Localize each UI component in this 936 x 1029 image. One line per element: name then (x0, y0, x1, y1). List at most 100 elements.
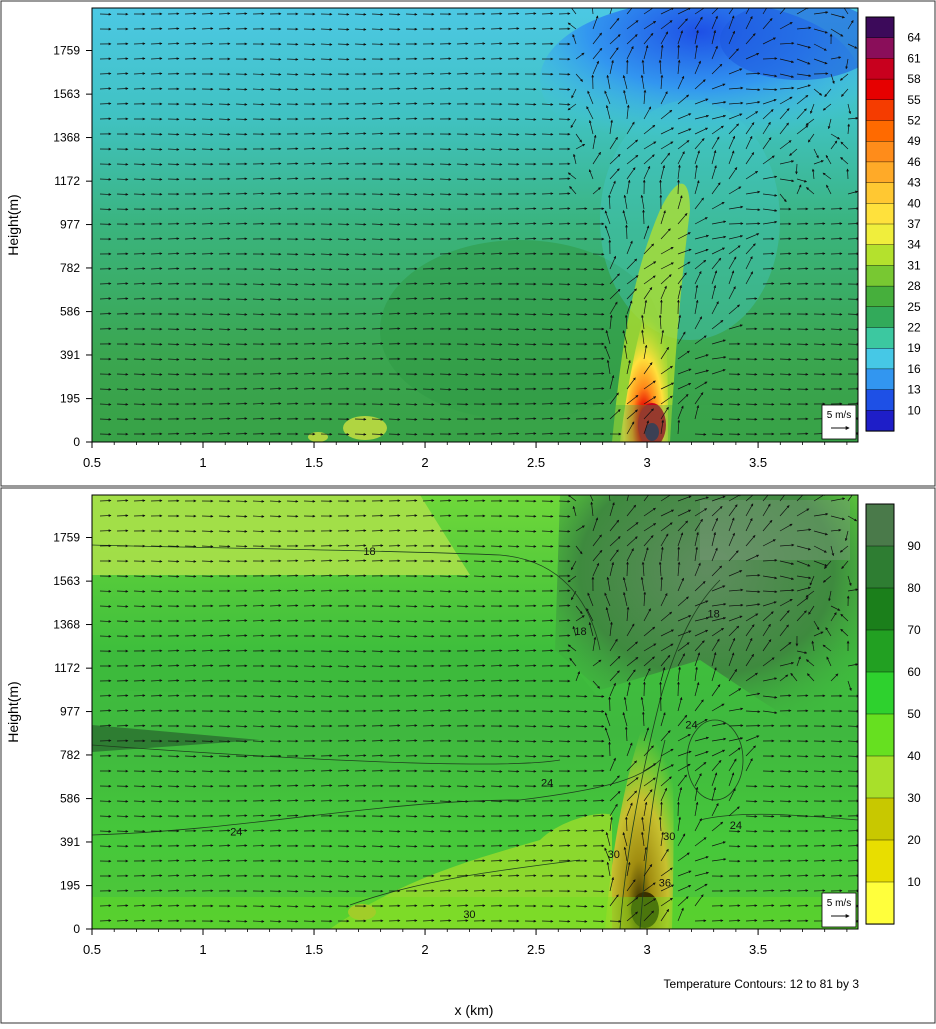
contour-label: 24 (685, 720, 697, 732)
colorbar-label: 58 (907, 72, 921, 86)
x-tick-label: 3 (643, 455, 650, 470)
contour-note: Temperature Contours: 12 to 81 by 3 (664, 977, 860, 991)
colorbar-label: 80 (907, 581, 921, 595)
x-tick-label: 0.5 (83, 942, 101, 957)
y-tick-label: 1172 (54, 661, 80, 675)
y-tick-label: 0 (73, 435, 80, 449)
y-tick-label: 1759 (53, 44, 80, 58)
x-tick-label: 0.5 (83, 455, 101, 470)
y-tick-label: 586 (60, 305, 80, 319)
colorbar-swatch (866, 369, 894, 390)
y-tick-label: 586 (60, 792, 80, 806)
colorbar-label: 61 (907, 51, 921, 65)
y-tick-label: 1563 (53, 87, 80, 101)
y-tick-label: 1368 (53, 618, 80, 632)
colorbar-swatch (866, 286, 894, 307)
colorbar-label: 19 (907, 341, 921, 355)
colorbar-swatch (866, 328, 894, 349)
colorbar-swatch (866, 410, 894, 431)
colorbar-label: 22 (907, 321, 921, 335)
colorbar-swatch (866, 100, 894, 121)
top-reference-label: 5 m/s (827, 410, 851, 421)
colorbar-swatch (866, 714, 894, 756)
colorbar-label: 13 (907, 383, 921, 397)
colorbar-label: 34 (907, 238, 921, 252)
colorbar-label: 64 (907, 31, 921, 45)
y-axis-label: Height(m) (5, 681, 21, 742)
colorbar-label: 30 (907, 791, 921, 805)
colorbar-swatch (866, 882, 894, 924)
contour-label: 30 (608, 849, 620, 861)
wind-vector (372, 209, 383, 210)
colorbar-swatch (866, 630, 894, 672)
colorbar-label: 49 (907, 134, 921, 148)
x-tick-label: 2 (421, 455, 428, 470)
colorbar-swatch (866, 840, 894, 882)
wind-vector (236, 13, 247, 14)
x-tick-label: 2 (421, 942, 428, 957)
x-tick-label: 1.5 (305, 455, 323, 470)
bottom-reference-vector: 5 m/s (822, 893, 856, 927)
colorbar-label: 28 (907, 279, 921, 293)
contour-label: 24 (730, 820, 742, 832)
colorbar-swatch (866, 348, 894, 369)
colorbar-swatch (866, 79, 894, 100)
y-tick-label: 782 (60, 748, 80, 762)
y-tick-label: 782 (60, 261, 80, 275)
contour-label: 18 (708, 608, 720, 620)
colorbar-swatch (866, 504, 894, 546)
colorbar-label: 25 (907, 300, 921, 314)
colorbar-swatch (866, 38, 894, 59)
colorbar-label: 31 (907, 258, 921, 272)
colorbar-swatch (866, 203, 894, 224)
colorbar-swatch (866, 756, 894, 798)
contour-label: 36 (659, 878, 671, 890)
colorbar-swatch (866, 265, 894, 286)
colorbar-label: 16 (907, 362, 921, 376)
y-axis-label: Height(m) (5, 194, 21, 255)
x-tick-label: 1.5 (305, 942, 323, 957)
colorbar-label: 10 (907, 403, 921, 417)
y-tick-label: 977 (60, 218, 80, 232)
y-tick-label: 0 (73, 922, 80, 936)
colorbar-swatch (866, 588, 894, 630)
colorbar-label: 20 (907, 833, 921, 847)
colorbar-swatch (866, 672, 894, 714)
x-tick-label: 1 (199, 455, 206, 470)
bottom-field (92, 495, 858, 929)
x-tick-label: 3.5 (749, 455, 767, 470)
colorbar-label: 46 (907, 155, 921, 169)
x-tick-label: 2.5 (527, 942, 545, 957)
contour-label: 18 (363, 546, 375, 558)
colorbar-swatch (866, 390, 894, 411)
x-tick-label: 2.5 (527, 455, 545, 470)
contour-label: 30 (663, 831, 675, 843)
colorbar-label: 37 (907, 217, 921, 231)
x-tick-label: 3 (643, 942, 650, 957)
y-tick-label: 1759 (53, 531, 80, 545)
colorbar-swatch (866, 798, 894, 840)
colorbar-swatch (866, 307, 894, 328)
contour-label: 24 (230, 827, 242, 839)
y-tick-label: 1563 (53, 574, 80, 588)
x-tick-label: 3.5 (749, 942, 767, 957)
colorbar-swatch (866, 162, 894, 183)
colorbar-swatch (866, 546, 894, 588)
colorbar-swatch (866, 141, 894, 162)
y-tick-label: 195 (60, 879, 80, 893)
top-reference-vector: 5 m/s (822, 405, 856, 439)
x-axis-label: x (km) (455, 1002, 494, 1018)
colorbar-label: 90 (907, 539, 921, 553)
contour-label: 24 (541, 778, 553, 790)
bottom-reference-label: 5 m/s (827, 898, 851, 909)
colorbar-label: 55 (907, 93, 921, 107)
y-tick-label: 1368 (53, 131, 80, 145)
colorbar-label: 50 (907, 707, 921, 721)
y-tick-label: 391 (60, 348, 80, 362)
colorbar-label: 70 (907, 623, 921, 637)
colorbar-swatch (866, 183, 894, 204)
colorbar-swatch (866, 17, 894, 38)
y-tick-label: 195 (60, 392, 80, 406)
